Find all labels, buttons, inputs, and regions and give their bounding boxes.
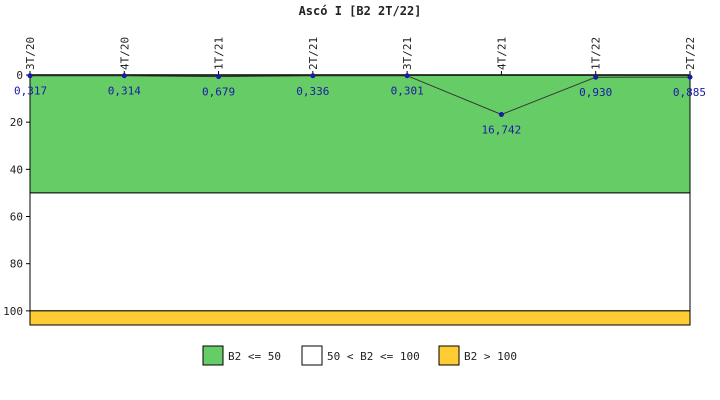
legend-label: B2 <= 50 — [228, 350, 281, 363]
data-label: 0,930 — [579, 86, 612, 99]
legend-swatch — [438, 345, 460, 366]
y-tick-label: 100 — [3, 305, 23, 318]
legend-swatch — [301, 345, 323, 366]
data-label: 16,742 — [482, 123, 522, 136]
legend-swatch — [202, 345, 224, 366]
bands-layer — [29, 74, 691, 326]
y-tick-label: 60 — [10, 211, 23, 224]
band-2 — [29, 310, 691, 326]
data-label: 0,679 — [202, 86, 235, 99]
x-tick-label: 3T/21 — [401, 37, 414, 70]
data-label: 0,301 — [391, 85, 424, 98]
labels-layer: 0,317 0,314 0,679 0,336 0,301 16,742 0,930 0,88… — [14, 85, 706, 137]
axis-layer: 0 20 40 60 80 100 3T/20 4T/20 1T/21 2T/21 3T/21 4T/… — [3, 37, 697, 325]
chart-title: Ascó I [B2 2T/22] — [299, 4, 422, 18]
x-tick-label: 3T/20 — [24, 37, 37, 70]
x-tick-label: 2T/21 — [307, 37, 320, 70]
x-tick-label: 2T/22 — [684, 37, 697, 70]
legend-label: B2 > 100 — [464, 350, 517, 363]
x-tick-label: 1T/21 — [213, 37, 226, 70]
data-point — [498, 111, 504, 117]
legend: B2 <= 50 50 < B2 <= 100 B2 > 100 — [202, 345, 517, 366]
series-line — [29, 75, 691, 116]
data-label: 0,317 — [14, 85, 47, 98]
series-layer — [27, 73, 693, 117]
legend-label: 50 < B2 <= 100 — [327, 350, 420, 363]
data-point — [27, 73, 33, 79]
data-point — [310, 73, 316, 79]
data-label: 0,885 — [673, 86, 706, 99]
data-label: 0,314 — [108, 85, 141, 98]
band-0 — [29, 74, 691, 194]
x-tick-label: 1T/22 — [590, 37, 603, 70]
y-tick-label: 20 — [10, 116, 23, 129]
data-point — [216, 74, 222, 80]
y-tick-label: 40 — [10, 163, 23, 176]
x-tick-label: 4T/20 — [118, 37, 131, 70]
x-tick-label: 4T/21 — [495, 37, 508, 70]
band-1 — [29, 192, 691, 312]
data-point — [593, 74, 599, 80]
data-point — [687, 74, 693, 80]
y-tick-label: 0 — [16, 69, 23, 82]
data-label: 0,336 — [296, 85, 329, 98]
data-point — [121, 73, 127, 79]
y-tick-label: 80 — [10, 258, 23, 271]
data-point — [404, 73, 410, 79]
